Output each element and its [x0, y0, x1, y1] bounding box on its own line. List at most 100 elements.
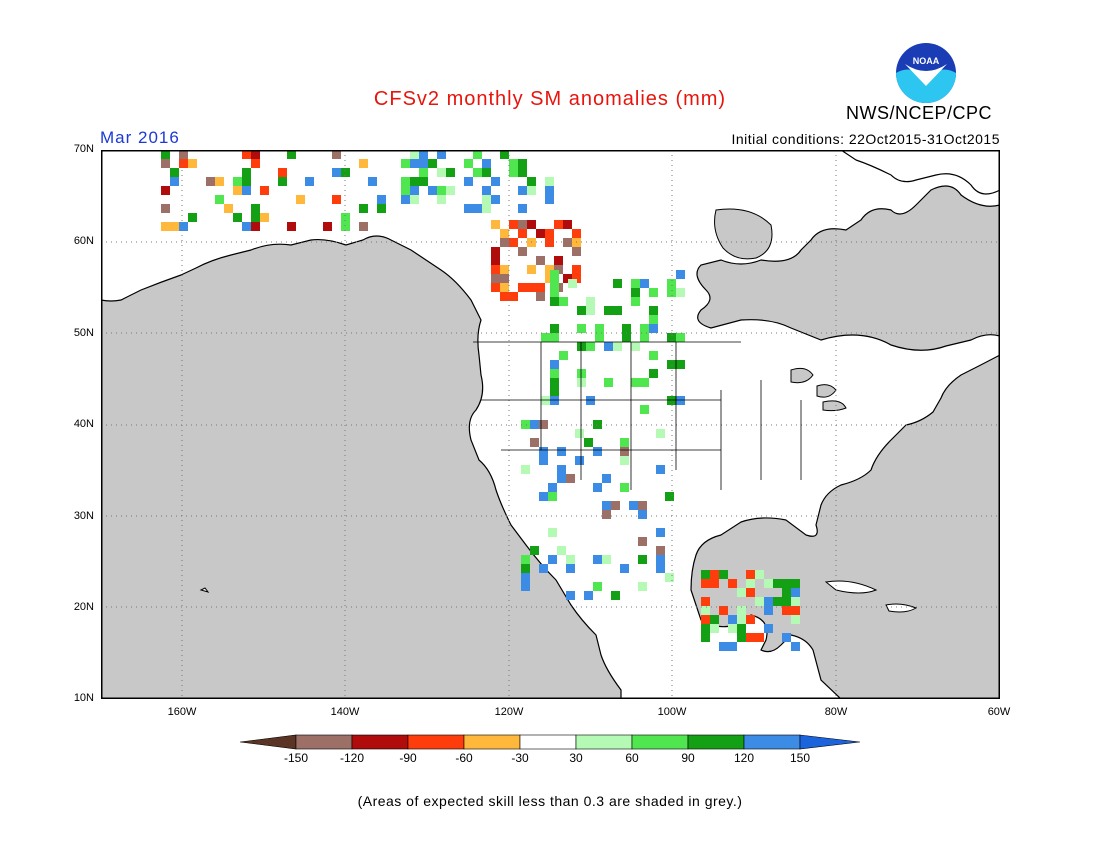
anomaly-cell [701, 606, 710, 615]
anomaly-cell [595, 324, 604, 333]
lon-label: 80W [824, 706, 848, 718]
anomaly-cell [500, 283, 509, 292]
legend-label: -120 [339, 751, 365, 765]
anomaly-cell [791, 588, 800, 597]
anomaly-cell [536, 283, 545, 292]
anomaly-cell [539, 420, 548, 429]
anomaly-cell [464, 204, 473, 213]
anomaly-cell [401, 195, 410, 204]
anomaly-cell [782, 579, 791, 588]
anomaly-cell [701, 633, 710, 642]
anomaly-cell [446, 186, 455, 195]
anomaly-cell [737, 588, 746, 597]
anomaly-cell [446, 168, 455, 177]
anomaly-cell [332, 168, 341, 177]
legend-label: 60 [625, 751, 639, 765]
anomaly-cell [473, 150, 482, 159]
soil-moisture-map [101, 150, 1000, 699]
anomaly-cell [656, 546, 665, 555]
anomaly-cell [521, 420, 530, 429]
anomaly-cell [557, 474, 566, 483]
anomaly-cell [359, 222, 368, 231]
anomaly-cell [602, 510, 611, 519]
anomaly-cell [710, 624, 719, 633]
anomaly-cell [437, 168, 446, 177]
anomaly-cell [737, 615, 746, 624]
anomaly-cell [622, 333, 631, 342]
anomaly-cell [572, 274, 581, 283]
initial-conditions: Initial conditions: 22Oct2015-31Oct2015 [731, 131, 1000, 147]
anomaly-cell [791, 597, 800, 606]
anomaly-cell [719, 570, 728, 579]
anomaly-cell [649, 306, 658, 315]
anomaly-cell [170, 222, 179, 231]
anomaly-cell [428, 186, 437, 195]
anomaly-cell [620, 483, 629, 492]
anomaly-cell [224, 204, 233, 213]
anomaly-cell [656, 555, 665, 564]
anomaly-cell [545, 265, 554, 274]
anomaly-cell [359, 204, 368, 213]
anomaly-cell [482, 186, 491, 195]
anomaly-cell [482, 204, 491, 213]
anomaly-cell [260, 186, 269, 195]
anomaly-cell [251, 159, 260, 168]
anomaly-cell [530, 420, 539, 429]
anomaly-cell [550, 297, 559, 306]
anomaly-cell [638, 555, 647, 564]
anomaly-cell [755, 570, 764, 579]
anomaly-cell [206, 177, 215, 186]
anomaly-cell [676, 396, 685, 405]
anomaly-cell [545, 229, 554, 238]
anomaly-cell [437, 195, 446, 204]
anomaly-cell [179, 222, 188, 231]
anomaly-cell [287, 222, 296, 231]
lon-label: 100W [657, 706, 687, 718]
anomaly-cell [341, 222, 350, 231]
anomaly-cell [550, 396, 559, 405]
anomaly-cell [638, 501, 647, 510]
anomaly-cell [536, 256, 545, 265]
anomaly-cell [215, 195, 224, 204]
anomaly-cell [521, 573, 530, 582]
anomaly-cell [242, 168, 251, 177]
anomaly-cell [368, 177, 377, 186]
anomaly-cell [602, 501, 611, 510]
anomaly-cell [521, 465, 530, 474]
anomaly-cell [656, 465, 665, 474]
anomaly-cell [401, 177, 410, 186]
anomaly-cell [500, 292, 509, 301]
anomaly-cell [437, 186, 446, 195]
anomaly-cell [577, 324, 586, 333]
anomaly-cell [631, 297, 640, 306]
anomaly-cell [593, 555, 602, 564]
lat-label: 60N [73, 235, 94, 247]
anomaly-cell [593, 447, 602, 456]
anomaly-cell [676, 360, 685, 369]
anomaly-cell [419, 168, 428, 177]
lon-label: 60W [987, 706, 1011, 718]
anomaly-cell [548, 528, 557, 537]
anomaly-cell [640, 324, 649, 333]
anomaly-cell [428, 159, 437, 168]
anomaly-cell [563, 238, 572, 247]
anomaly-cell [656, 564, 665, 573]
anomaly-cell [746, 588, 755, 597]
anomaly-cell [527, 283, 536, 292]
anomaly-cell [710, 570, 719, 579]
anomaly-cell [500, 150, 509, 159]
anomaly-cell [161, 222, 170, 231]
anomaly-cell [667, 360, 676, 369]
anomaly-cell [251, 213, 260, 222]
anomaly-cells [161, 150, 800, 651]
anomaly-cell [251, 150, 260, 159]
anomaly-cell [773, 597, 782, 606]
anomaly-cell [638, 537, 647, 546]
anomaly-cell [710, 579, 719, 588]
anomaly-cell [521, 555, 530, 564]
anomaly-cell [791, 615, 800, 624]
anomaly-cell [746, 570, 755, 579]
legend-label: 150 [789, 751, 811, 765]
forecast-month: Mar 2016 [100, 128, 180, 147]
anomaly-cell [410, 177, 419, 186]
